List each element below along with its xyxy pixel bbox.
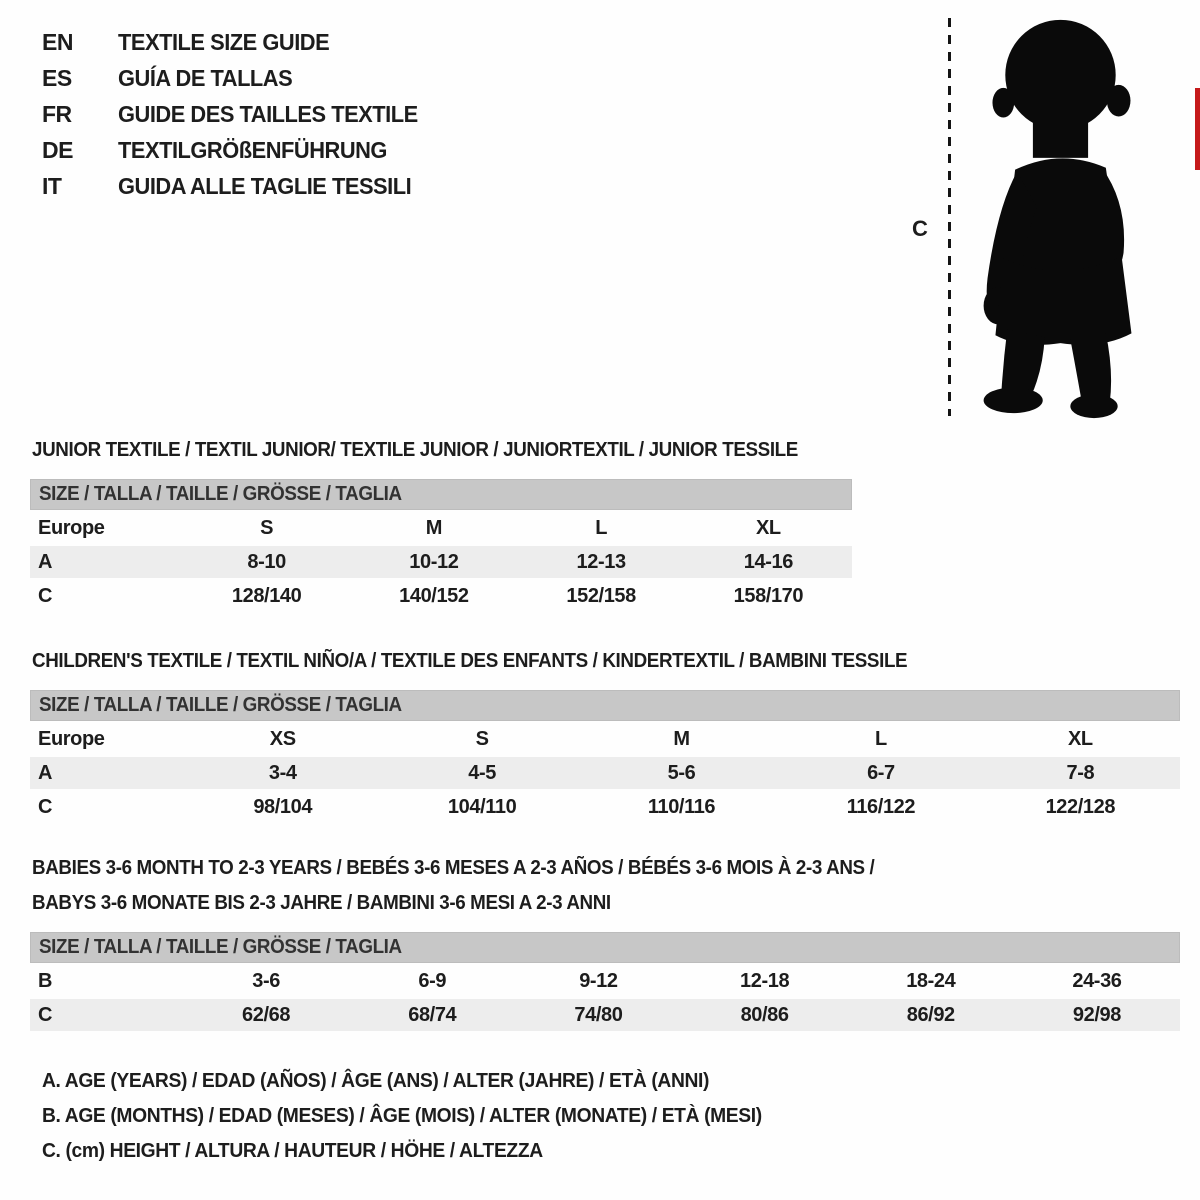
table-cell: 116/122 <box>846 795 916 818</box>
footnote-line: A. AGE (YEARS) / EDAD (AÑOS) / ÂGE (ANS)… <box>42 1069 710 1092</box>
section-childrens-textile: CHILDREN'S TEXTILE / TEXTIL NIÑO/A / TEX… <box>30 644 1180 825</box>
language-code: DE <box>42 136 73 163</box>
table-cell: 92/98 <box>1072 1003 1121 1026</box>
size-table: Europe XS S M L XL A 3-4 4-5 5-6 6-7 7-8 C 98/104 104/… <box>30 723 1180 823</box>
row-label: A <box>38 761 53 784</box>
table-cell: 12-18 <box>740 969 790 992</box>
table-row: Europe S M L XL <box>30 512 852 544</box>
language-code: ES <box>42 64 72 91</box>
height-measure-label: C <box>912 216 928 241</box>
table-row: C 62/68 68/74 74/80 80/86 86/92 92/98 <box>30 999 1180 1031</box>
row-label: Europe <box>38 516 105 539</box>
language-row: IT GUIDA ALLE TAGLIE TESSILI <box>42 168 434 204</box>
size-header-label: SIZE / TALLA / TAILLE / GRÖSSE / TAGLIA <box>39 483 402 505</box>
section-title: CHILDREN'S TEXTILE / TEXTIL NIÑO/A / TEX… <box>32 644 1180 679</box>
table-cell: S <box>260 516 274 539</box>
section-title: JUNIOR TEXTILE / TEXTIL JUNIOR/ TEXTILE … <box>32 433 852 468</box>
section-title-line: BABYS 3-6 MONATE BIS 2-3 JAHRE / BAMBINI… <box>32 892 611 914</box>
row-label: C <box>38 795 53 818</box>
table-cell: 62/68 <box>242 1003 291 1026</box>
table-cell: 9-12 <box>579 969 618 992</box>
row-label: A <box>38 550 53 573</box>
size-header-bar: SIZE / TALLA / TAILLE / GRÖSSE / TAGLIA <box>30 479 852 510</box>
table-cell: 18-24 <box>906 969 956 992</box>
table-cell: 104/110 <box>447 795 517 818</box>
table-cell: XL <box>755 516 781 539</box>
language-code: FR <box>42 100 72 127</box>
table-cell: 10-12 <box>409 550 459 573</box>
table-cell: 24-36 <box>1072 969 1122 992</box>
section-babies-textile: BABIES 3-6 MONTH TO 2-3 YEARS / BEBÉS 3-… <box>30 851 1180 1033</box>
table-cell: 128/140 <box>231 584 302 607</box>
size-table: Europe S M L XL A 8-10 10-12 12-13 14-16 C 128/140 1… <box>30 512 852 612</box>
guide-title: GUÍA DE TALLAS <box>118 64 293 91</box>
table-cell: 8-10 <box>247 550 286 573</box>
table-cell: 6-7 <box>867 761 895 784</box>
guide-title: GUIDA ALLE TAGLIE TESSILI <box>118 172 412 199</box>
row-label: B <box>38 969 53 992</box>
section-title: BABIES 3-6 MONTH TO 2-3 YEARS / BEBÉS 3-… <box>32 851 1180 921</box>
row-label: Europe <box>38 727 105 750</box>
footnote-line: B. AGE (MONTHS) / EDAD (MESES) / ÂGE (MO… <box>42 1104 762 1127</box>
table-cell: M <box>425 516 443 539</box>
guide-title: GUIDE DES TAILLES TEXTILE <box>118 100 418 127</box>
guide-title: TEXTILE SIZE GUIDE <box>118 28 330 55</box>
height-measure-dashed-line <box>948 18 951 416</box>
table-row: A 8-10 10-12 12-13 14-16 <box>30 546 852 578</box>
language-row: DE TEXTILGRÖßENFÜHRUNG <box>42 132 434 168</box>
table-cell: 86/92 <box>906 1003 955 1026</box>
table-cell: 3-4 <box>268 761 297 784</box>
language-code: EN <box>42 28 73 55</box>
table-cell: 98/104 <box>253 795 313 818</box>
row-label: C <box>38 584 53 607</box>
table-cell: 152/158 <box>566 584 636 607</box>
size-header-label: SIZE / TALLA / TAILLE / GRÖSSE / TAGLIA <box>39 936 402 958</box>
size-header-bar: SIZE / TALLA / TAILLE / GRÖSSE / TAGLIA <box>30 690 1180 721</box>
size-header-label: SIZE / TALLA / TAILLE / GRÖSSE / TAGLIA <box>39 694 402 716</box>
table-cell: 122/128 <box>1045 795 1116 818</box>
table-cell: XL <box>1067 727 1093 750</box>
table-cell: 14-16 <box>743 550 794 573</box>
table-cell: 3-6 <box>252 969 280 992</box>
table-cell: 140/152 <box>399 584 469 607</box>
table-cell: L <box>875 727 887 750</box>
section-junior-textile: JUNIOR TEXTILE / TEXTIL JUNIOR/ TEXTILE … <box>30 433 852 614</box>
table-cell: 7-8 <box>1066 761 1095 784</box>
table-cell: 68/74 <box>408 1003 457 1026</box>
baby-silhouette-icon <box>983 19 1132 419</box>
table-cell: M <box>673 727 690 750</box>
table-row: C 98/104 104/110 110/116 116/122 122/128 <box>30 791 1180 823</box>
table-cell: 4-5 <box>468 761 496 784</box>
table-cell: 5-6 <box>667 761 696 784</box>
section-title-line: CHILDREN'S TEXTILE / TEXTIL NIÑO/A / TEX… <box>32 650 908 672</box>
section-title-line: BABIES 3-6 MONTH TO 2-3 YEARS / BEBÉS 3-… <box>32 857 875 879</box>
row-label: C <box>38 1003 53 1026</box>
table-row: A 3-4 4-5 5-6 6-7 7-8 <box>30 757 1180 789</box>
size-header-bar: SIZE / TALLA / TAILLE / GRÖSSE / TAGLIA <box>30 932 1180 963</box>
table-row: B 3-6 6-9 9-12 12-18 18-24 24-36 <box>30 965 1180 997</box>
table-cell: 6-9 <box>418 969 447 992</box>
language-code: IT <box>42 172 62 199</box>
section-title-line: JUNIOR TEXTILE / TEXTIL JUNIOR/ TEXTILE … <box>32 439 798 461</box>
table-row: Europe XS S M L XL <box>30 723 1180 755</box>
language-title-list: EN TEXTILE SIZE GUIDE ES GUÍA DE TALLAS FR GU… <box>42 24 434 204</box>
table-cell: 80/86 <box>740 1003 789 1026</box>
red-crop-mark <box>1195 88 1200 170</box>
table-cell: S <box>475 727 489 750</box>
footnote-line: C. (cm) HEIGHT / ALTURA / HAUTEUR / HÖHE… <box>42 1139 543 1162</box>
table-row: C 128/140 140/152 152/158 158/170 <box>30 580 852 612</box>
footnote-legend: A. AGE (YEARS) / EDAD (AÑOS) / ÂGE (ANS)… <box>42 1063 808 1168</box>
table-cell: 12-13 <box>576 550 627 573</box>
language-row: EN TEXTILE SIZE GUIDE <box>42 24 434 60</box>
guide-title: TEXTILGRÖßENFÜHRUNG <box>118 136 387 163</box>
table-cell: 158/170 <box>733 584 804 607</box>
table-cell: XS <box>269 727 296 750</box>
size-table: B 3-6 6-9 9-12 12-18 18-24 24-36 C 62/68 68/74 74/… <box>30 965 1180 1031</box>
table-cell: 74/80 <box>574 1003 623 1026</box>
table-cell: L <box>595 516 608 539</box>
language-row: FR GUIDE DES TAILLES TEXTILE <box>42 96 434 132</box>
language-row: ES GUÍA DE TALLAS <box>42 60 434 96</box>
table-cell: 110/116 <box>647 795 716 818</box>
